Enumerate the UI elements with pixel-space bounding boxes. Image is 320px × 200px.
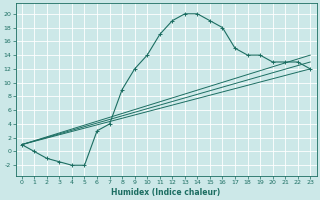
X-axis label: Humidex (Indice chaleur): Humidex (Indice chaleur) xyxy=(111,188,221,197)
